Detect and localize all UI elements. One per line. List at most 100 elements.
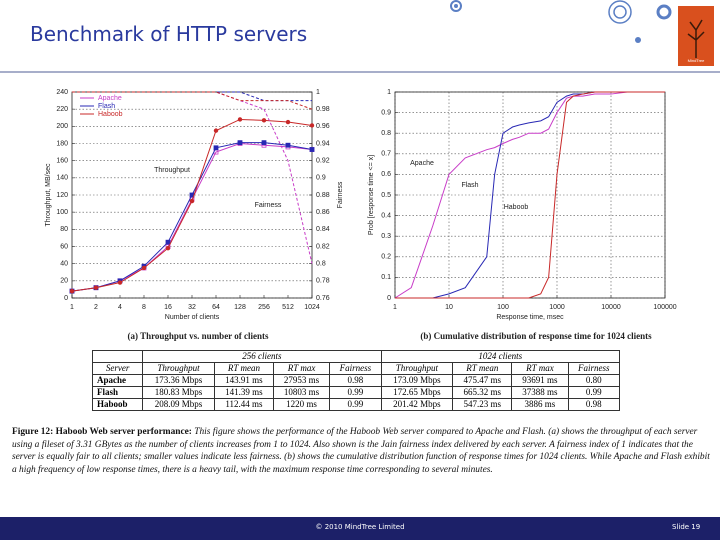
table-cell: 0.98: [567, 398, 620, 411]
marker: [237, 117, 243, 122]
x-tick-label: 1: [393, 304, 397, 311]
x-tick-label: 10000: [601, 304, 621, 311]
legend-label: Apache: [98, 95, 122, 102]
column-header: Fairness: [329, 362, 382, 375]
group-header: 256 clients: [142, 350, 382, 363]
caption-text: This figure shows the performance of the…: [12, 427, 710, 475]
group-header-row: 256 clients 1024 clients: [91, 350, 621, 363]
marker: [285, 119, 291, 125]
footer-bar: © 2010 MindTree Limited Slide 19: [0, 517, 720, 540]
y-axis-label: Prob [response time <= x]: [368, 155, 375, 235]
x-tick-label: 256: [258, 304, 270, 311]
copyright: © 2010 MindTree Limited: [315, 523, 405, 531]
marker: [141, 265, 147, 271]
decor-circle: [635, 37, 641, 43]
column-header: RT mean: [213, 362, 274, 375]
column-header: Server: [91, 362, 144, 375]
y-tick-label: 0.6: [381, 171, 391, 178]
marker: [213, 145, 219, 151]
marker: [189, 198, 195, 204]
table-cell: 3886 ms: [511, 398, 569, 411]
x-tick-label: 1024: [304, 304, 320, 311]
y-tick-label: 180: [56, 140, 68, 147]
y-tick-label: 80: [60, 226, 68, 233]
x-tick-label: 512: [282, 304, 294, 311]
series-line: [395, 91, 665, 299]
logo-text: MindTree: [688, 58, 706, 63]
table-cell: 0.98: [329, 374, 382, 387]
y2-tick-label: 0.84: [316, 226, 330, 233]
marker: [165, 246, 171, 251]
annotation: Fairness: [255, 202, 282, 209]
table-cell: 665.32 ms: [452, 386, 513, 399]
x-tick-label: 4: [118, 304, 122, 311]
decor-circle: [454, 4, 458, 8]
table-cell: 201.42 Mbps: [380, 398, 454, 411]
x-tick-label: 2: [94, 304, 98, 311]
table-cell: 180.83 Mbps: [142, 386, 215, 399]
y-tick-label: 0.7: [381, 151, 391, 158]
x-tick-label: 1000: [549, 304, 565, 311]
column-header: RT max: [511, 362, 569, 375]
decor-circle: [656, 4, 672, 20]
annotation: Throughput: [154, 167, 190, 174]
y-tick-label: 200: [56, 123, 68, 130]
y-tick-label: 0.8: [381, 130, 391, 137]
y-tick-label: 160: [56, 158, 68, 165]
y2-tick-label: 0.96: [316, 123, 330, 130]
y-tick-label: 120: [56, 192, 68, 199]
marker: [261, 118, 267, 123]
decor-circle: [608, 0, 632, 24]
marker: [309, 147, 315, 152]
y-axis-label: Throughput, MB/sec: [45, 163, 52, 227]
x-tick-label: 128: [234, 304, 246, 311]
y-tick-label: 220: [56, 106, 68, 113]
table-cell: 143.91 ms: [213, 374, 274, 387]
logo-tree: [687, 19, 705, 58]
x-tick-label: 32: [188, 304, 196, 311]
decor-circle: [450, 0, 462, 12]
y2-tick-label: 1: [316, 89, 320, 96]
column-header-row: Server Throughput RT mean RT max Fairness Thr…: [91, 362, 620, 375]
y-tick-label: 0: [387, 295, 391, 302]
table-cell: 173.36 Mbps: [142, 374, 215, 387]
y2-tick-label: 0.92: [316, 158, 330, 165]
table-cell: 173.09 Mbps: [380, 374, 454, 387]
marker: [117, 280, 123, 285]
table-cell: 208.09 Mbps: [142, 398, 215, 411]
series-line: [395, 91, 665, 299]
table-cell: 93691 ms: [511, 374, 569, 387]
table-cell: 475.47 ms: [452, 374, 513, 387]
table-cell: Haboob: [91, 398, 144, 411]
table-cell: 172.65 Mbps: [380, 386, 454, 399]
marker: [69, 288, 75, 294]
subcaption: (a) Throughput vs. number of clients: [127, 331, 269, 341]
y2-tick-label: 0.82: [316, 243, 330, 250]
group-header: 1024 clients: [380, 350, 621, 363]
slide-title: Benchmark of HTTP servers: [30, 22, 308, 46]
y2-axis-label: Fairness: [337, 181, 344, 208]
y-tick-label: 0.2: [381, 254, 391, 261]
column-header: RT max: [272, 362, 331, 375]
x-tick-label: 16: [164, 304, 172, 311]
slide-number: Slide 19: [672, 523, 701, 531]
marker: [93, 285, 99, 290]
y-tick-label: 60: [60, 243, 68, 250]
x-tick-label: 64: [212, 304, 220, 311]
x-tick-label: 1: [70, 304, 74, 311]
y2-tick-label: 0.78: [316, 278, 330, 285]
table-row: Flash 180.83 Mbps 141.39 ms 10803 ms 0.99 172…: [91, 386, 620, 399]
x-tick-label: 8: [142, 304, 146, 311]
marker: [213, 128, 219, 133]
x-tick-label: 100: [497, 304, 509, 311]
y2-tick-label: 0.9: [316, 175, 326, 182]
table-cell: 0.99: [329, 386, 382, 399]
x-tick-label: 100000: [653, 304, 676, 311]
table-cell: Apache: [91, 374, 144, 387]
y-tick-label: 1: [387, 89, 391, 96]
figure-caption: Figure 12: Haboob Web server performance…: [12, 426, 712, 476]
x-axis-label: Number of clients: [165, 314, 220, 321]
marker: [237, 140, 243, 146]
